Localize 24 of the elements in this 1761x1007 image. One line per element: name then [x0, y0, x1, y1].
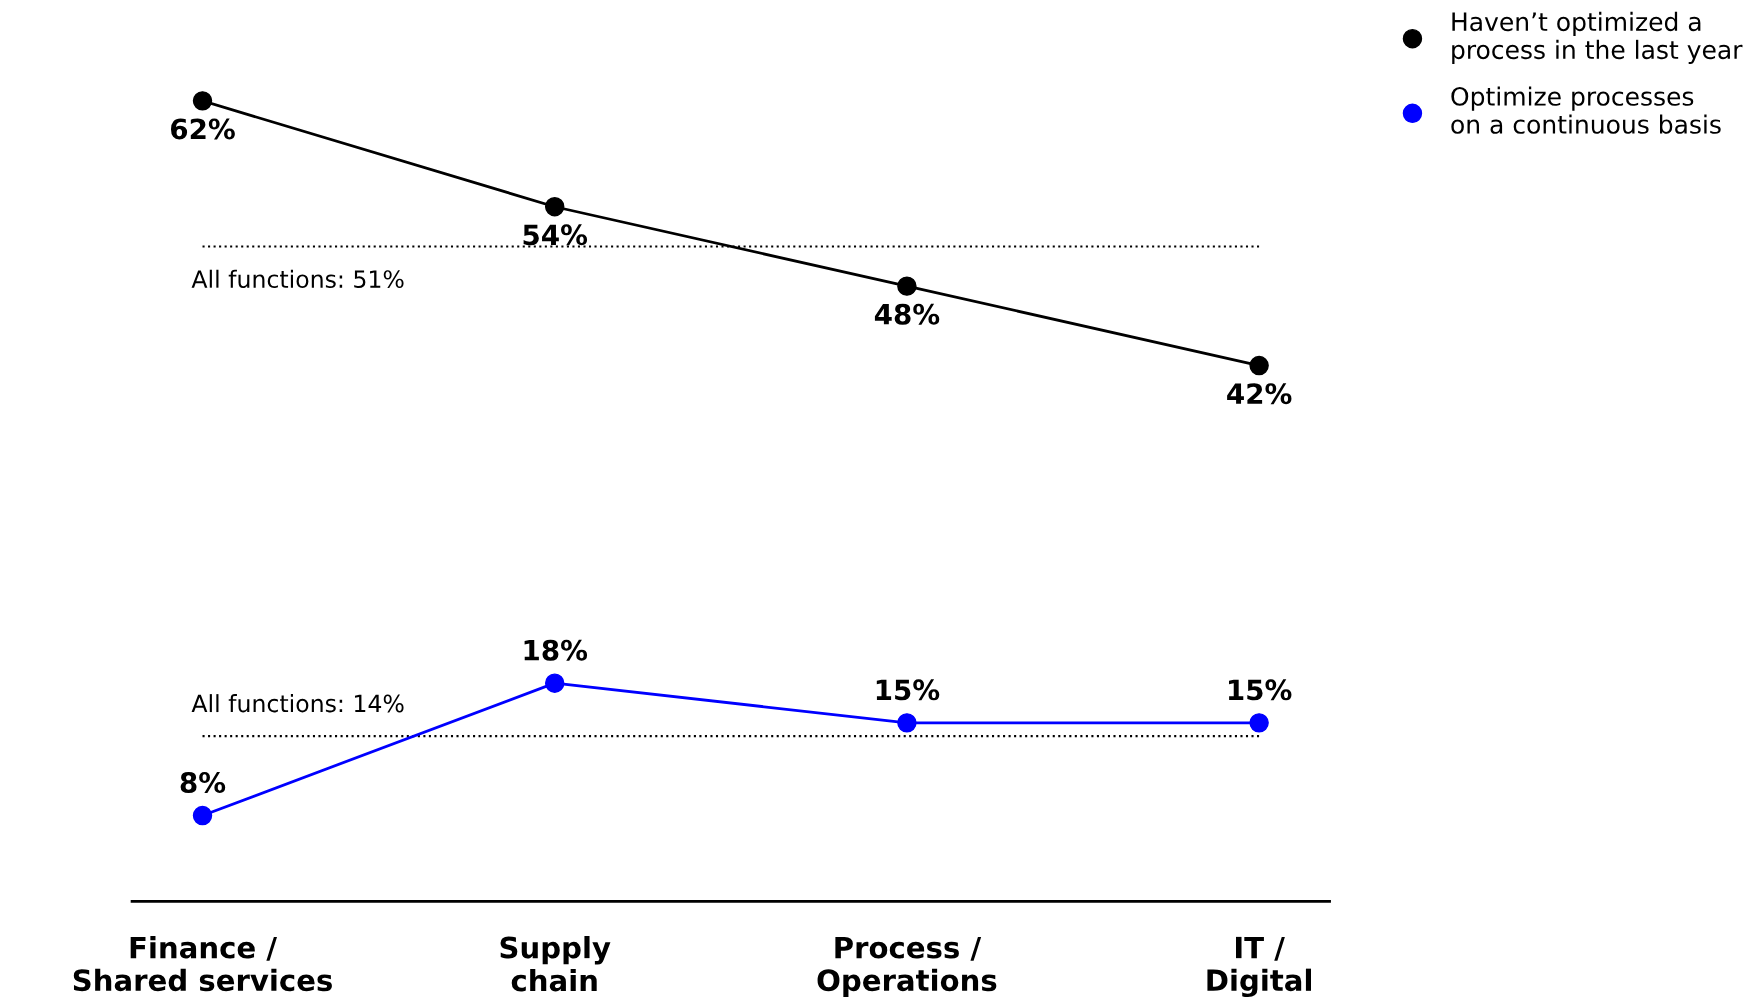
data-label: 18%: [524, 639, 588, 661]
point: [192, 91, 213, 111]
x-tick-label: Process / Operations: [817, 936, 997, 997]
data-label: 15%: [1229, 679, 1292, 701]
legend-label: Optimize processes on a continuous basis: [1451, 86, 1721, 134]
ref-line-label: All functions: 14%: [191, 694, 404, 713]
x-tick-label: Finance / Shared services: [73, 935, 332, 992]
point: [897, 276, 917, 296]
x-tick-label: IT / Digital: [1207, 936, 1312, 998]
point: [544, 197, 565, 217]
point: [897, 713, 917, 733]
data-label: 54%: [523, 224, 588, 246]
point: [192, 805, 213, 826]
data-label: 8%: [180, 772, 226, 794]
data-label: 42%: [1227, 383, 1292, 405]
x-tick-label: Supply chain: [500, 935, 611, 992]
legend-label: Haven’t optimized a process in the last year: [1452, 11, 1743, 64]
data-label: 62%: [170, 118, 235, 140]
data-label: 48%: [874, 303, 940, 325]
point: [1249, 713, 1269, 733]
data-label: 15%: [876, 679, 940, 701]
point: [544, 673, 565, 693]
ref-line-label: All functions: 51%: [191, 269, 404, 289]
point: [1249, 355, 1269, 376]
